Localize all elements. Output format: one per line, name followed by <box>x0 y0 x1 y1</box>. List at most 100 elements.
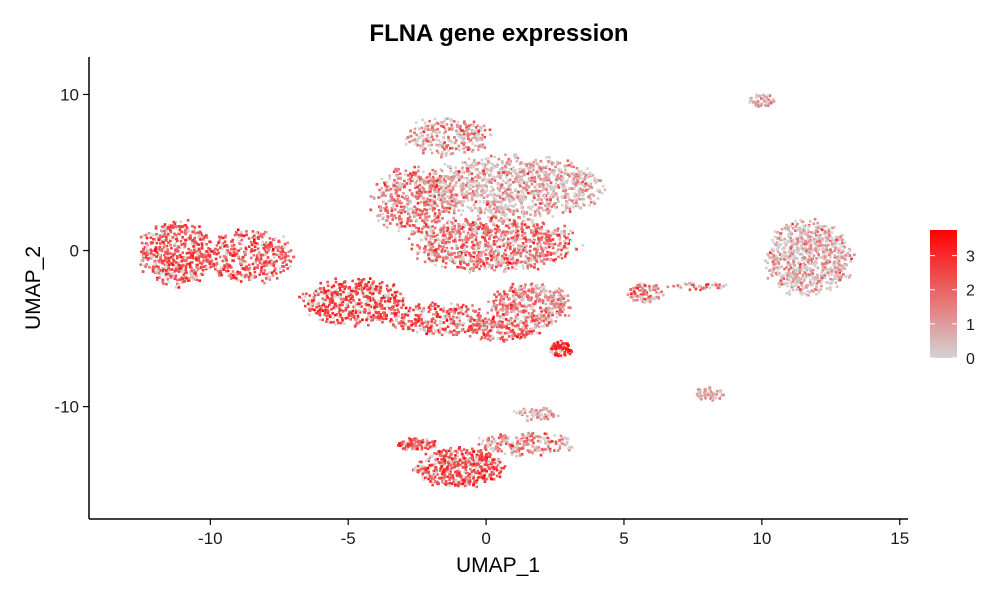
cell-point <box>230 247 234 251</box>
cell-point <box>163 272 166 275</box>
cell-point <box>479 264 483 268</box>
cell-point <box>472 239 475 243</box>
cell-point <box>465 189 469 193</box>
cell-point <box>367 323 370 327</box>
cell-point <box>445 310 449 314</box>
cell-point <box>543 258 547 261</box>
cell-point <box>522 293 525 297</box>
cell-point <box>400 224 404 228</box>
cell-point <box>199 261 202 265</box>
cell-point <box>480 193 483 197</box>
cell-point <box>521 331 524 335</box>
cell-point <box>181 235 184 239</box>
cell-point <box>380 296 383 300</box>
cell-point <box>240 273 243 277</box>
cell-point <box>367 315 370 318</box>
cell-point <box>550 205 554 209</box>
cell-point <box>501 309 504 312</box>
cell-point <box>423 221 427 224</box>
cell-point <box>437 197 440 201</box>
cell-point <box>429 225 433 229</box>
cell-point <box>487 160 490 163</box>
cell-point <box>384 194 387 197</box>
cell-point <box>485 248 488 252</box>
cell-point <box>429 259 432 262</box>
cell-point <box>471 194 474 198</box>
cell-point <box>527 289 531 293</box>
cell-point <box>459 263 463 267</box>
cell-point <box>475 134 478 137</box>
cell-point <box>469 233 472 237</box>
cell-point <box>549 185 553 189</box>
cell-point <box>348 309 351 313</box>
cell-point <box>371 317 375 320</box>
cell-point <box>566 294 570 298</box>
cell-point <box>414 186 417 190</box>
cell-point <box>163 267 166 271</box>
cell-point <box>499 207 502 210</box>
cell-point <box>534 158 538 162</box>
cell-point <box>308 309 312 312</box>
cell-point <box>501 206 504 210</box>
cell-point <box>490 189 494 193</box>
cell-point <box>421 321 424 324</box>
cell-point <box>329 315 332 318</box>
cell-point <box>512 166 515 169</box>
cell-point <box>396 175 399 178</box>
cell-point <box>510 231 513 235</box>
cell-point <box>174 220 178 224</box>
cell-point <box>598 190 601 194</box>
cell-point <box>477 246 481 250</box>
cell-point <box>424 147 427 150</box>
cell-point <box>286 267 289 270</box>
cell-point <box>411 172 415 175</box>
cell-point <box>573 198 576 202</box>
cell-point <box>558 347 562 350</box>
cell-point <box>155 269 159 273</box>
cell-point <box>511 337 515 341</box>
cell-point <box>532 191 536 195</box>
cell-point <box>532 288 535 291</box>
cell-point <box>575 173 578 176</box>
cell-point <box>553 242 557 246</box>
cell-point <box>446 200 449 204</box>
cell-point <box>157 248 161 251</box>
cell-point <box>449 256 453 259</box>
cell-point <box>192 274 195 277</box>
cell-point <box>504 213 508 216</box>
cell-point <box>456 173 460 176</box>
cell-point <box>498 299 502 303</box>
cell-point <box>345 295 348 299</box>
cell-point <box>501 213 504 217</box>
cell-point <box>453 251 456 255</box>
cell-point <box>584 182 587 186</box>
cell-point <box>572 205 575 209</box>
cell-point <box>490 258 493 262</box>
cell-point <box>548 311 551 314</box>
cell-point <box>445 190 448 194</box>
cell-point <box>428 179 432 182</box>
cell-point <box>455 323 459 327</box>
cell-point <box>449 190 453 194</box>
cell-point <box>492 236 496 239</box>
cell-point <box>428 174 431 178</box>
cell-point <box>406 136 410 139</box>
cell-point <box>440 200 444 203</box>
cell-point <box>593 177 597 180</box>
cell-point <box>536 257 539 260</box>
cell-point <box>399 205 403 209</box>
cell-point <box>208 256 212 259</box>
cell-point <box>541 186 545 189</box>
cell-point <box>586 175 589 179</box>
cell-point <box>579 182 582 186</box>
cell-point <box>469 192 473 195</box>
cell-point <box>576 178 579 182</box>
cell-point <box>218 237 222 241</box>
cell-point <box>570 161 573 165</box>
cell-point <box>544 316 548 320</box>
cell-point <box>432 193 436 196</box>
cell-point <box>489 245 492 248</box>
cell-point <box>433 306 437 309</box>
cell-point <box>181 251 184 254</box>
cell-point <box>159 257 162 260</box>
